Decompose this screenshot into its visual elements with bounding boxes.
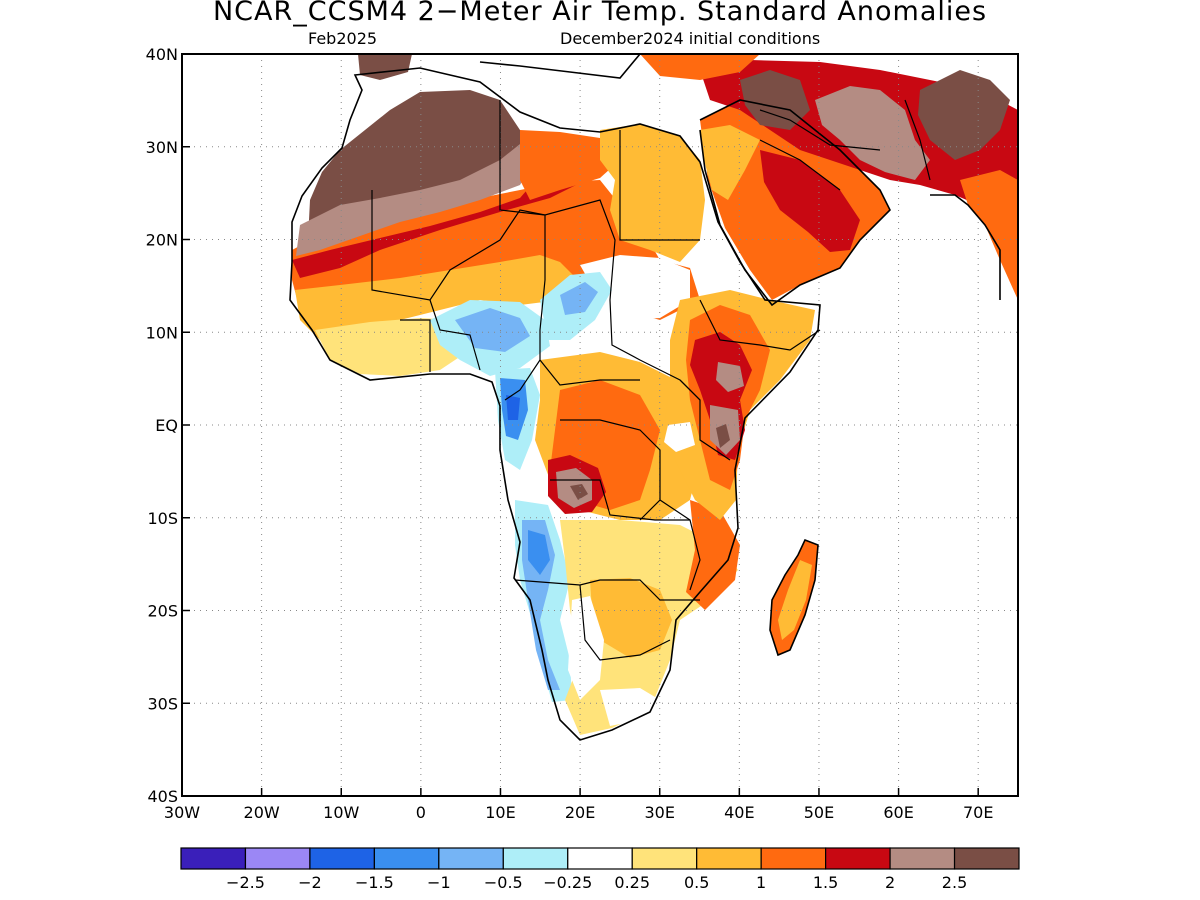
anomaly-yellow-westafrica — [315, 318, 470, 376]
europe-land — [470, 54, 640, 78]
colorbar-swatch — [373, 847, 440, 870]
country-borders — [371, 99, 931, 661]
anomaly-rose-iran — [815, 86, 930, 180]
coastlines — [289, 54, 1001, 741]
colorbar-label: 2.5 — [942, 873, 967, 892]
colorbar-swatch — [889, 847, 956, 870]
y-tick-label: 40S — [147, 787, 178, 806]
colorbar-label: 0.5 — [684, 873, 709, 892]
anomaly-orange-india — [960, 170, 1018, 300]
colorbar-swatch — [438, 847, 504, 870]
anomaly-rose-algeria — [296, 140, 535, 256]
anomaly-amber-zambia — [590, 578, 672, 658]
colorbar-swatch — [567, 847, 633, 870]
anomaly-darkblue-angola — [528, 530, 550, 575]
x-tick-label: 30E — [644, 803, 674, 822]
x-tick-label: 40E — [724, 803, 754, 822]
x-tick-label: 30W — [164, 803, 200, 822]
anomaly-white-namibia — [568, 596, 604, 700]
colorbar-swatch — [631, 847, 698, 870]
x-tick-label: 0 — [416, 803, 426, 822]
y-tick-label: 40N — [146, 45, 178, 64]
colorbar-label: −2 — [298, 873, 322, 892]
colorbar-label: 2 — [885, 873, 895, 892]
x-tick-label: 10W — [323, 803, 359, 822]
forecast-month: Feb2025 — [308, 29, 378, 48]
y-tick-label: 20N — [146, 231, 178, 250]
y-tick-label: 30S — [147, 694, 178, 713]
anomaly-amber-madagascar — [778, 560, 812, 640]
x-tick-label: 70E — [963, 803, 993, 822]
anomaly-darkred-arabia — [760, 150, 860, 252]
anomaly-field — [182, 54, 1018, 796]
x-tick-label: 20E — [565, 803, 595, 822]
anomaly-white-lakevictoria — [664, 422, 695, 452]
anomaly-orange-asia-north — [640, 54, 760, 80]
x-tick-label: 10E — [485, 803, 515, 822]
anomaly-blue-nigeria — [455, 308, 530, 352]
y-tick-label: 10S — [147, 509, 178, 528]
anomaly-amber-egypt — [600, 124, 705, 262]
anomaly-blue-chad — [560, 282, 598, 315]
anomaly-darkred-sahara — [292, 150, 600, 278]
colorbar-label: −0.25 — [543, 873, 592, 892]
colorbar-label: 1 — [756, 873, 766, 892]
anomaly-amber-sahel — [295, 255, 580, 340]
axes: 30W 20W 10W 0 10E 20E 30E 40E 50E 60E 70E 40N 30N 20N… — [146, 45, 994, 822]
anomaly-white-chad — [580, 255, 690, 320]
anomaly-brown-pakistan — [918, 70, 1010, 160]
anomaly-brown-iraq — [740, 70, 810, 130]
graticule — [182, 54, 1018, 796]
colorbar-swatch — [502, 847, 569, 870]
initial-conditions: December2024 initial conditions — [560, 29, 821, 48]
colorbar-swatch — [180, 847, 247, 870]
colorbar-label: 0.25 — [614, 873, 650, 892]
colorbar-label: −1 — [427, 873, 451, 892]
colorbar-swatch — [309, 847, 375, 870]
anomaly-darkblue-gabon — [506, 395, 520, 420]
colorbar-swatch — [696, 847, 762, 870]
y-tick-label: EQ — [155, 416, 178, 435]
colorbar-swatch — [825, 847, 891, 870]
x-tick-label: 20W — [244, 803, 280, 822]
colorbar-label: −1.5 — [355, 873, 394, 892]
anomaly-white-southafrica — [600, 688, 660, 726]
anomaly-amber-redsea — [700, 125, 760, 200]
colorbar-swatch — [760, 847, 827, 870]
anomaly-brown-kenya — [716, 424, 730, 448]
chart-title: NCAR_CCSM4 2−Meter Air Temp. Standard An… — [212, 0, 988, 27]
y-tick-label: 30N — [146, 138, 178, 157]
colorbar-label: 1.5 — [813, 873, 838, 892]
anomaly-orange-libya — [520, 130, 620, 200]
y-tick-label: 10N — [146, 323, 178, 342]
colorbar-label: −0.5 — [484, 873, 523, 892]
colorbar-label: −2.5 — [226, 873, 265, 892]
y-tick-label: 20S — [147, 602, 178, 621]
x-tick-label: 60E — [883, 803, 913, 822]
colorbar-swatch — [244, 847, 311, 870]
colorbar-swatch — [953, 847, 1020, 870]
x-tick-label: 50E — [804, 803, 834, 822]
anomaly-brown-congo — [570, 484, 588, 500]
anomaly-rose-ethiopia — [716, 362, 744, 392]
anomaly-orange-mozambique — [686, 500, 740, 610]
colorbar: −2.5 −2 −1.5 −1 −0.5 −0.25 0.25 0.5 1 1.5 2 2.5 — [180, 847, 1020, 892]
